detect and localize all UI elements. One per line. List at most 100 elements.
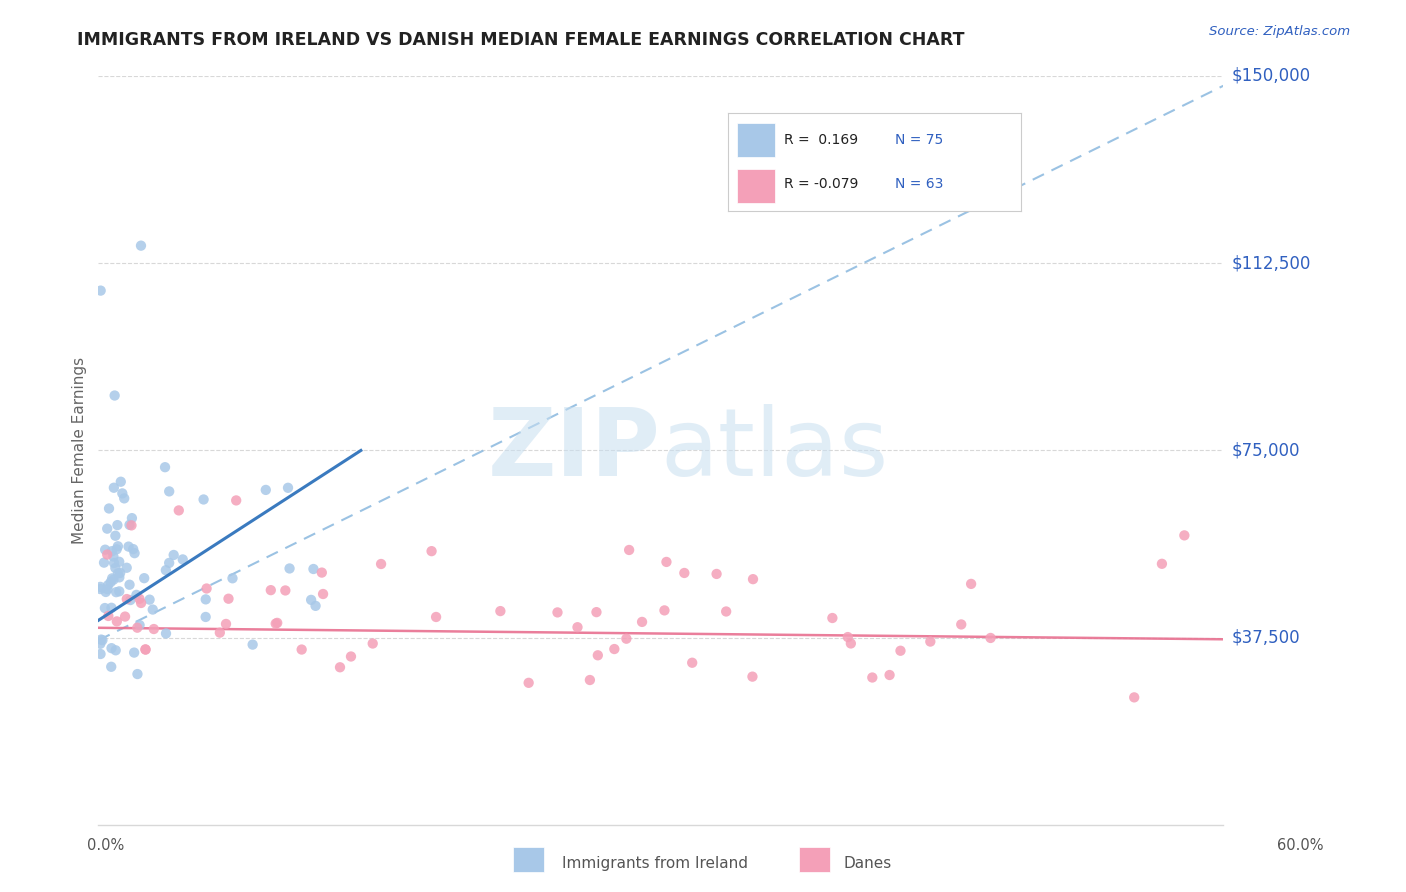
Point — [122, 542, 145, 557]
Point — [125, 588, 148, 602]
Point — [370, 557, 392, 571]
Point — [278, 561, 301, 575]
Point — [120, 593, 142, 607]
Point — [879, 668, 901, 682]
Point — [100, 575, 122, 590]
Point — [96, 548, 118, 562]
Text: Danes: Danes — [844, 856, 891, 871]
Point — [681, 656, 703, 670]
Point — [94, 601, 117, 615]
Point — [567, 620, 589, 634]
Point — [291, 642, 314, 657]
Text: 60.0%: 60.0% — [1277, 838, 1324, 853]
Point — [96, 522, 118, 536]
Point — [153, 460, 176, 475]
Point — [980, 631, 1002, 645]
Point — [127, 667, 149, 681]
Point — [129, 238, 152, 252]
Point — [100, 600, 122, 615]
Point — [254, 483, 277, 497]
Point — [950, 617, 973, 632]
Point — [215, 616, 238, 631]
Point — [299, 593, 322, 607]
Point — [115, 561, 138, 575]
Text: $75,000: $75,000 — [1232, 442, 1301, 459]
Point — [821, 611, 844, 625]
Point — [155, 626, 177, 640]
Point — [167, 503, 190, 517]
Point — [194, 592, 217, 607]
Text: $37,500: $37,500 — [1232, 629, 1301, 647]
Text: Immigrants from Ireland: Immigrants from Ireland — [562, 856, 748, 871]
Point — [104, 388, 127, 402]
Point — [90, 284, 112, 298]
Point — [264, 616, 287, 631]
Point — [121, 511, 143, 525]
Point — [614, 632, 637, 646]
Point — [108, 570, 131, 584]
Point — [960, 577, 983, 591]
Point — [100, 660, 122, 674]
Point — [242, 638, 264, 652]
Point — [89, 582, 111, 596]
Point — [420, 544, 443, 558]
Point — [117, 540, 139, 554]
Point — [89, 647, 111, 661]
Point — [118, 517, 141, 532]
Point — [108, 555, 131, 569]
Point — [128, 618, 150, 632]
Point — [304, 599, 326, 613]
Point — [104, 643, 127, 657]
Point — [91, 633, 114, 648]
Point — [655, 555, 678, 569]
Point — [673, 566, 696, 580]
Point — [101, 544, 124, 558]
Point — [112, 491, 135, 506]
Point — [135, 642, 157, 657]
Point — [103, 549, 125, 564]
Text: IMMIGRANTS FROM IRELAND VS DANISH MEDIAN FEMALE EARNINGS CORRELATION CHART: IMMIGRANTS FROM IRELAND VS DANISH MEDIAN… — [77, 31, 965, 49]
Point — [97, 609, 120, 624]
Point — [129, 596, 152, 610]
Point — [260, 583, 283, 598]
Point — [107, 539, 129, 553]
Point — [302, 562, 325, 576]
Text: ZIP: ZIP — [488, 404, 661, 497]
Point — [122, 646, 145, 660]
Point — [115, 592, 138, 607]
Point — [1173, 528, 1195, 542]
Point — [586, 648, 609, 663]
Point — [94, 542, 117, 557]
Point — [105, 518, 128, 533]
Point — [89, 580, 111, 594]
Point — [277, 481, 299, 495]
Point — [134, 571, 156, 585]
Y-axis label: Median Female Earnings: Median Female Earnings — [72, 357, 87, 544]
Point — [172, 552, 194, 566]
Point — [274, 583, 297, 598]
Point — [741, 670, 763, 684]
Point — [98, 501, 121, 516]
Point — [547, 606, 569, 620]
Point — [617, 543, 640, 558]
Point — [138, 592, 160, 607]
Point — [96, 582, 118, 597]
Point — [1150, 557, 1173, 571]
Bar — [799, 847, 830, 872]
Point — [103, 573, 125, 587]
Point — [121, 518, 143, 533]
Point — [517, 676, 540, 690]
Point — [193, 492, 215, 507]
Point — [208, 625, 231, 640]
Point — [157, 556, 180, 570]
Point — [89, 637, 111, 651]
Point — [114, 609, 136, 624]
Point — [142, 622, 165, 636]
Point — [311, 566, 333, 580]
Point — [127, 621, 149, 635]
Point — [631, 615, 654, 629]
Point — [706, 566, 728, 581]
Text: $112,500: $112,500 — [1232, 254, 1310, 272]
Point — [654, 603, 676, 617]
Point — [97, 578, 120, 592]
